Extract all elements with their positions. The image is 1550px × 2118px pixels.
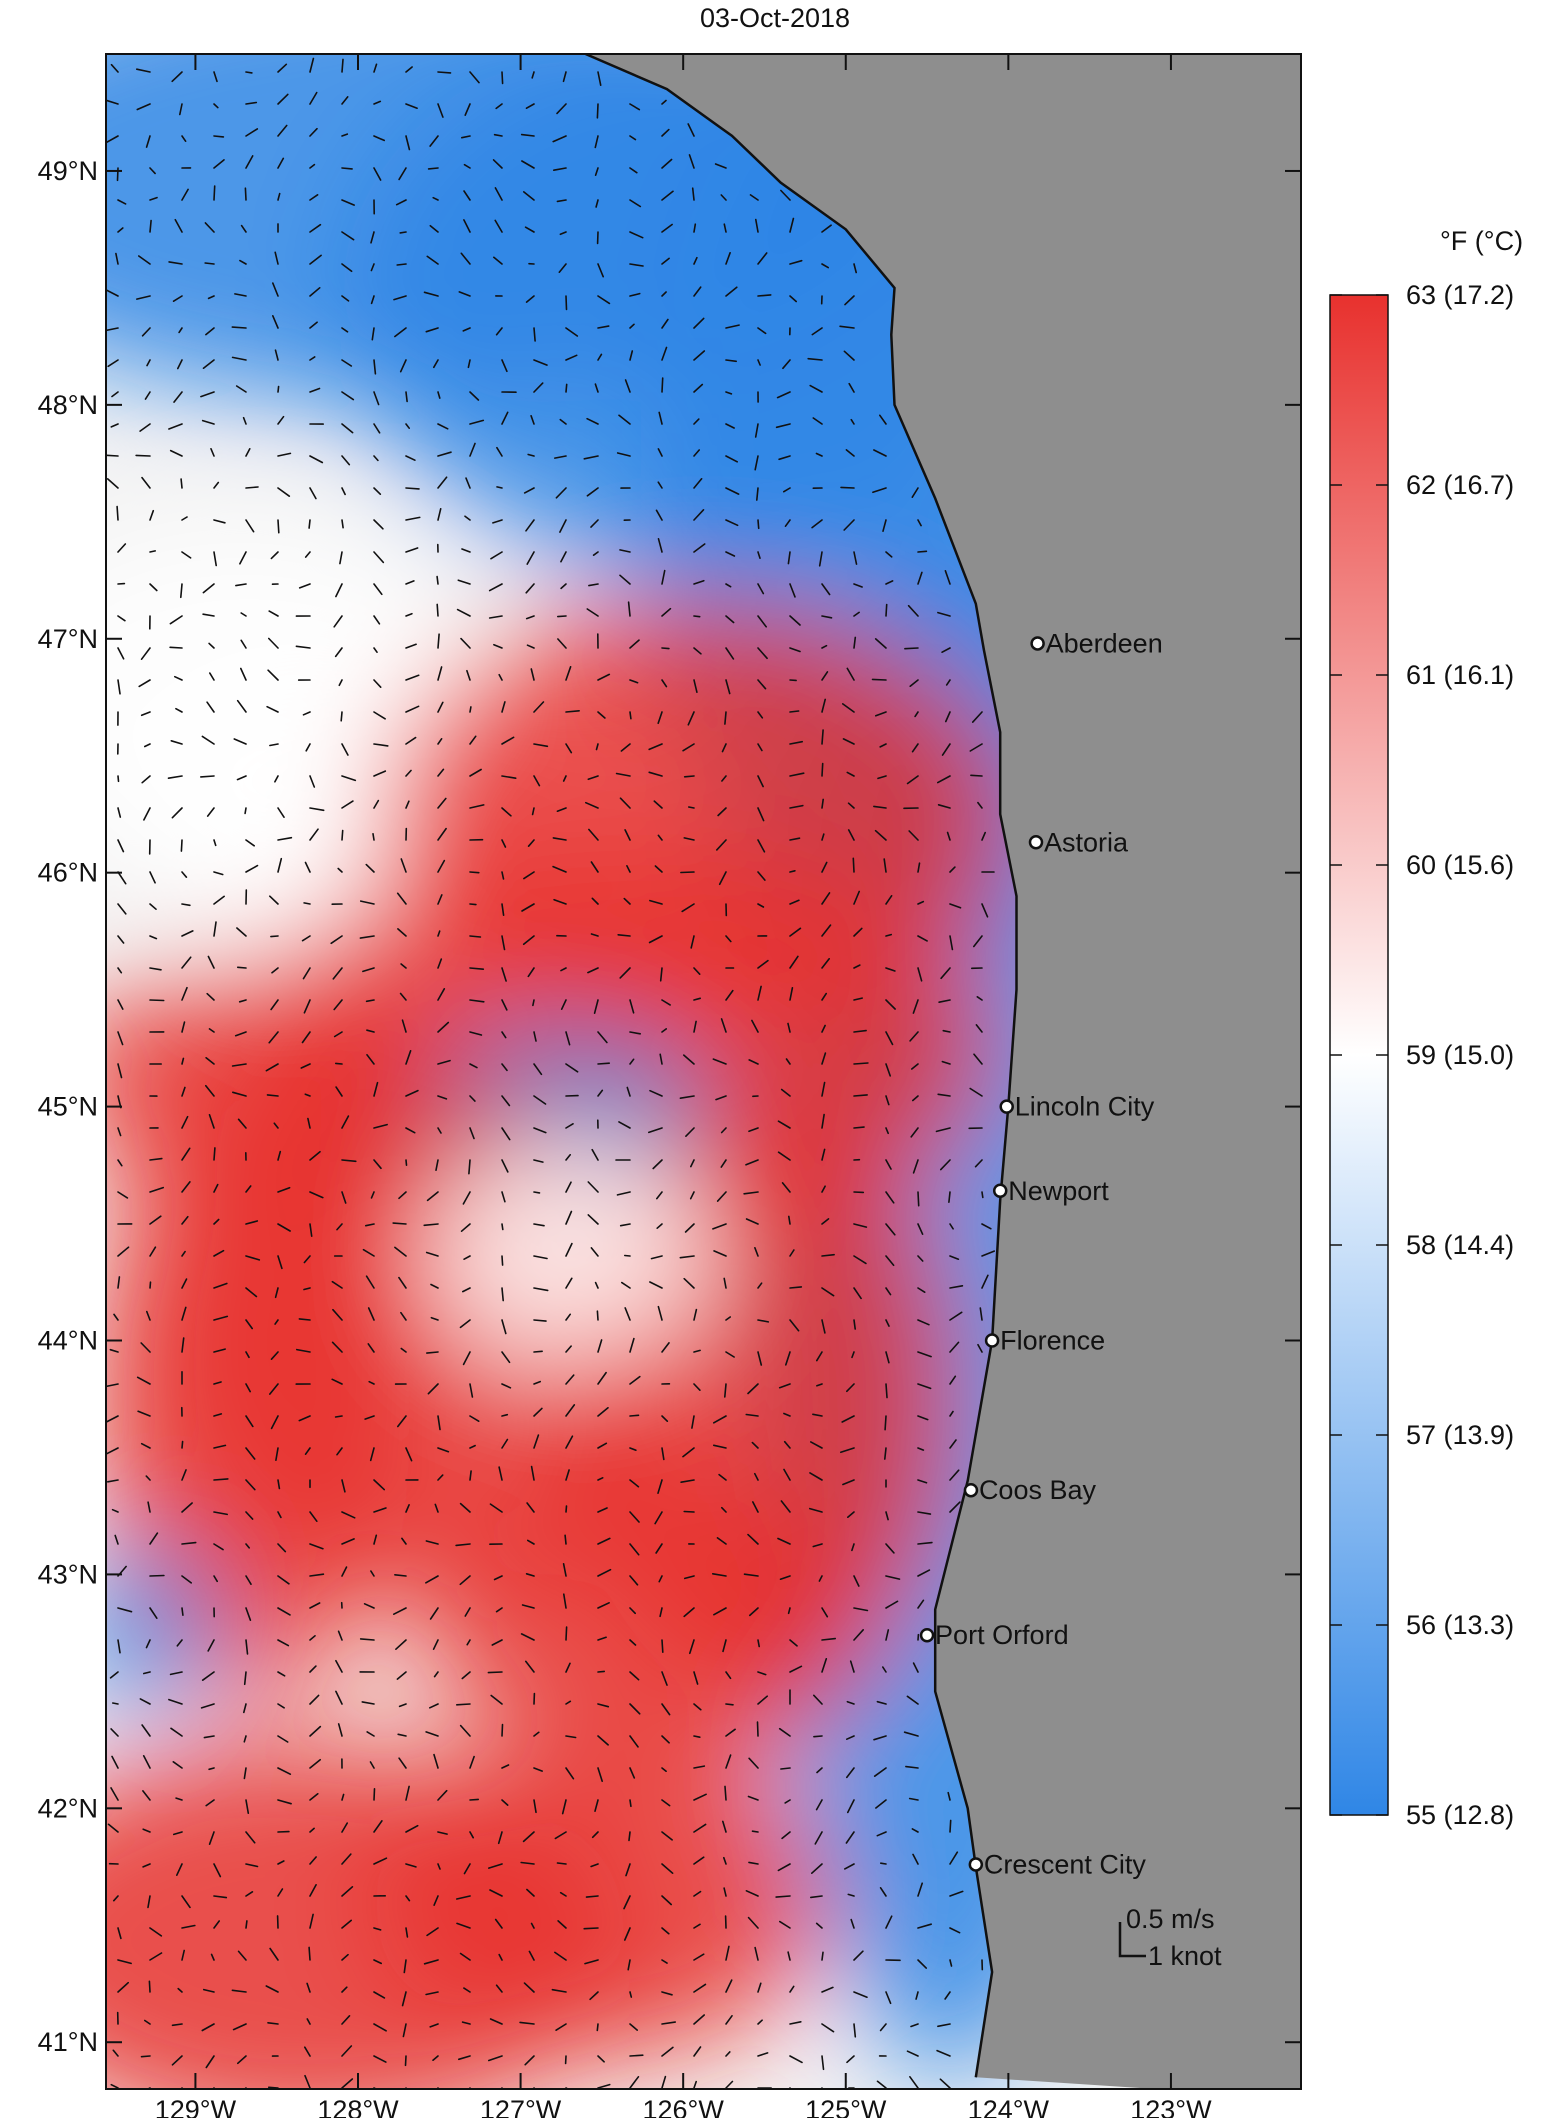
city-label: Port Orford: [935, 1620, 1069, 1650]
temperature-patch: [370, 1740, 830, 2060]
lat-tick-label: 41°N: [38, 2027, 98, 2057]
lat-tick-label: 48°N: [38, 390, 98, 420]
colorbar-tick-label: 58 (14.4): [1406, 1230, 1514, 1260]
scale-arrow-icon: [1118, 1922, 1146, 1958]
city-marker-icon: [1030, 636, 1045, 651]
lon-tick-label: 123°W: [1130, 2095, 1212, 2118]
city-marker-icon: [919, 1627, 935, 1643]
city-marker-icon: [999, 1099, 1014, 1114]
lat-tick-label: 46°N: [38, 858, 98, 888]
lon-tick-label: 126°W: [643, 2095, 725, 2118]
colorbar-tick-label: 62 (16.7): [1406, 470, 1514, 500]
city-markers: Aberdeen Astoria Lincoln City Newport Floren…: [919, 628, 1163, 1879]
lat-tick-label: 49°N: [38, 156, 98, 186]
colorbar-tick-label: 55 (12.8): [1406, 1800, 1514, 1830]
colorbar-tick-label: 57 (13.9): [1406, 1420, 1514, 1450]
figure-title: 03-Oct-2018: [699, 3, 851, 33]
city-label: Aberdeen: [1046, 628, 1163, 658]
temperature-patch: [420, 1470, 880, 1770]
colorbar-tick-label: 56 (13.3): [1406, 1610, 1514, 1640]
colorbar-tick-label: 63 (17.2): [1406, 280, 1514, 310]
land-mass: [585, 54, 1301, 2089]
colorbar-tick-label: 59 (15.0): [1406, 1040, 1514, 1070]
temperature-patch: [106, 1550, 210, 1710]
colorbar-tick-label: 60 (15.6): [1406, 850, 1514, 880]
lat-tick-label: 47°N: [38, 624, 98, 654]
current-vectors: [106, 57, 995, 2089]
colorbar-ticks: 63 (17.2) 62 (16.7) 61 (16.1) 60 (15.6) 59 (…: [1330, 280, 1514, 1830]
city-label: Florence: [1000, 1325, 1105, 1355]
axis-ticks: 129°W 128°W 127°W 126°W 125°W 124°W 123°W 49°N 4…: [38, 54, 1301, 2118]
vector-scale: 0.5 m/s 1 knot: [1118, 1904, 1222, 1971]
vector-arrows: [106, 57, 995, 2089]
city-label: Astoria: [1044, 827, 1129, 857]
lat-tick-label: 42°N: [38, 1793, 98, 1823]
city-label: Lincoln City: [1015, 1092, 1155, 1122]
city-label: Crescent City: [984, 1849, 1147, 1879]
city-marker-icon: [992, 1183, 1008, 1199]
colorbar-unit-label: °F (°C): [1440, 226, 1523, 256]
city-label: Coos Bay: [979, 1475, 1097, 1505]
temperature-patch: [430, 1140, 710, 1360]
lon-tick-label: 127°W: [480, 2095, 562, 2118]
city-marker-icon: [984, 1333, 1000, 1348]
lon-tick-label: 129°W: [155, 2095, 237, 2118]
coastline: [585, 54, 1018, 2078]
city-marker-icon: [963, 1482, 979, 1498]
scale-speed-label: 0.5 m/s: [1126, 1904, 1215, 1934]
map-frame: [105, 53, 1302, 2090]
lon-tick-label: 124°W: [968, 2095, 1050, 2118]
city-label: Newport: [1008, 1176, 1109, 1206]
lon-tick-label: 128°W: [317, 2095, 399, 2118]
lat-tick-label: 43°N: [38, 1559, 98, 1589]
city-marker-icon: [1028, 835, 1044, 850]
map-area[interactable]: [0, 0, 1311, 2118]
temperature-patch: [106, 1100, 410, 1700]
scale-knot-label: 1 knot: [1148, 1941, 1222, 1971]
lon-tick-label: 125°W: [805, 2095, 887, 2118]
lat-tick-label: 45°N: [38, 1092, 98, 1122]
city-marker-icon: [968, 1857, 984, 1872]
colorbar: °F (°C) 63 (17.2) 62 (16.7) 61 (16.1) 60 (1…: [1329, 226, 1523, 1830]
colorbar-tick-label: 61 (16.1): [1406, 660, 1514, 690]
lat-tick-label: 44°N: [38, 1325, 98, 1355]
